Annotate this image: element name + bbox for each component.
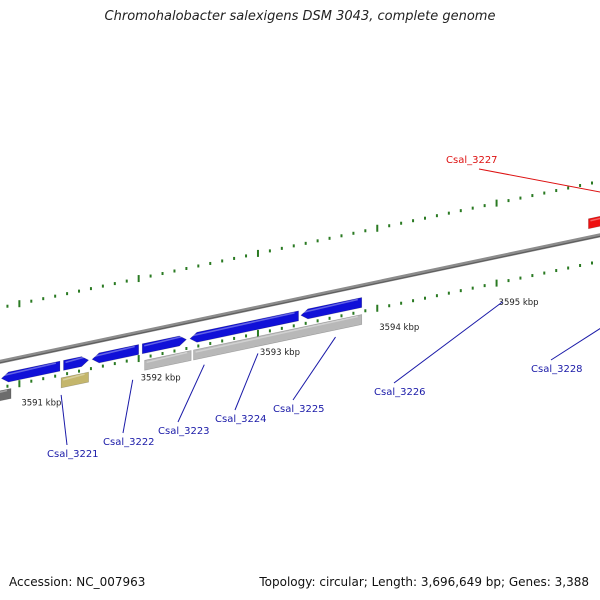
gene-leader-line (292, 336, 336, 401)
gene-label-g6: Csal_3226 (374, 387, 426, 398)
gene-label-g1: Csal_3221 (47, 449, 99, 460)
gene-feature-f3 (63, 356, 90, 371)
genome-backbone-shadow (0, 235, 600, 364)
gene-leader-line (234, 353, 259, 411)
gene-feature-f9 (60, 371, 89, 389)
gene-feature-f8 (0, 388, 12, 402)
gene-feature-sheen (0, 389, 8, 393)
gene-label-g4: Csal_3224 (215, 414, 267, 425)
kbp-tick-label: 3595 kbp (499, 298, 539, 308)
gene-feature-sheen (3, 362, 57, 377)
gene-feature-sheen (62, 373, 85, 381)
gene-feature-f10 (144, 350, 192, 371)
gene-feature-sheen (93, 345, 135, 358)
gene-feature-f7 (300, 297, 363, 320)
gene-label-g5: Csal_3225 (273, 404, 325, 415)
gene-feature-f12 (588, 215, 600, 230)
gene-leader-line (478, 168, 600, 193)
backbone-layer (0, 233, 600, 364)
map-title: Chromohalobacter salexigens DSM 3043, co… (104, 9, 496, 24)
gene-feature-f11 (193, 314, 363, 361)
gene-feature-f5 (141, 335, 187, 355)
gene-feature-sheen (65, 356, 85, 364)
gene-feature-sheen (195, 315, 358, 353)
gene-feature-sheen (146, 351, 188, 364)
genome-backbone (0, 233, 600, 364)
gene-label-g3: Csal_3223 (158, 426, 210, 437)
gene-label-g2: Csal_3222 (103, 437, 155, 448)
kbp-tick-label: 3592 kbp (141, 373, 181, 383)
gene-label-g7: Csal_3227 (446, 155, 498, 166)
genome-summary-text: Topology: circular; Length: 3,696,649 bp… (259, 575, 589, 589)
gene-feature-sheen (191, 312, 295, 337)
accession-text: Accession: NC_007963 (9, 575, 146, 589)
kbp-tick-label: 3594 kbp (379, 323, 419, 333)
gene-label-g8: Csal_3228 (531, 364, 583, 375)
gene-leader-line (550, 328, 600, 361)
gene-feature-sheen (144, 335, 183, 347)
kbp-tick-label: 3591 kbp (21, 398, 61, 408)
gene-feature-f4 (91, 344, 139, 364)
gene-feature-f6 (189, 310, 299, 343)
feature-layer (0, 215, 600, 402)
gene-feature-f2 (0, 360, 61, 383)
gene-leader-line (393, 301, 503, 384)
gene-feature-sheen (302, 298, 358, 314)
kbp-tick-label: 3593 kbp (260, 348, 300, 358)
gene-leader-line (122, 379, 134, 434)
gene-leader-line (60, 394, 68, 446)
tick-layer: 3591 kbp 3592 kbp 3593 kbp 3594 kbp 3595 kbp… (6, 181, 594, 408)
gene-leader-line (177, 364, 205, 423)
